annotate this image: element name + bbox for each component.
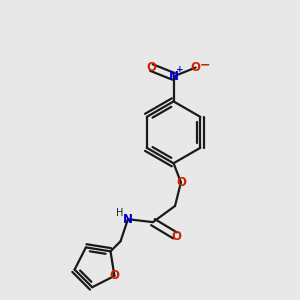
- Text: O: O: [110, 269, 119, 282]
- Text: N: N: [123, 213, 133, 226]
- Text: O: O: [172, 230, 182, 243]
- Text: O: O: [176, 176, 186, 189]
- Text: N: N: [169, 70, 178, 83]
- Text: O: O: [146, 61, 157, 74]
- Text: O: O: [190, 61, 201, 74]
- Text: +: +: [176, 64, 183, 74]
- Text: −: −: [200, 58, 211, 71]
- Text: H: H: [116, 208, 123, 218]
